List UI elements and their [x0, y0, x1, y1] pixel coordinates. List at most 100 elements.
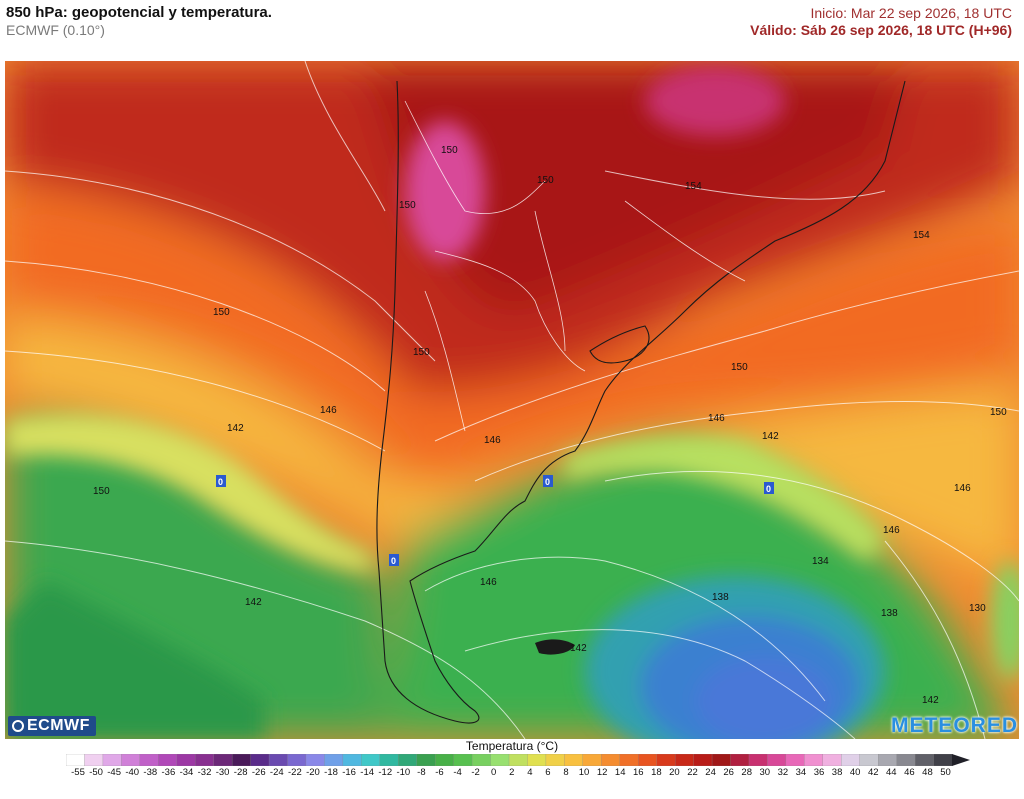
legend-swatch [435, 754, 455, 766]
legend-swatch [416, 754, 436, 766]
contour-label: 146 [484, 435, 501, 446]
weather-map[interactable]: 150 150 150 154 154 150 150 150 146 142 … [5, 61, 1019, 739]
contour-label: 142 [762, 431, 779, 442]
legend-swatch [379, 754, 399, 766]
legend-tick-label: 14 [614, 767, 626, 778]
legend-swatch [859, 754, 879, 766]
legend-colorbar [66, 754, 970, 766]
legend-tick-label: 26 [723, 767, 734, 778]
legend-swatch [287, 754, 307, 766]
legend-swatch [527, 754, 547, 766]
legend-tick-label: -14 [360, 767, 375, 778]
legend-tick-label: -2 [471, 767, 480, 778]
legend-swatch [841, 754, 861, 766]
legend-tick-label: 34 [795, 767, 807, 778]
legend-tick-label: -45 [107, 767, 122, 778]
legend-tick-label: -20 [306, 767, 320, 778]
legend-tick-label: 20 [669, 767, 680, 778]
legend-swatch [767, 754, 787, 766]
legend-tick-label: -28 [233, 767, 248, 778]
legend-tick-label: 10 [578, 767, 590, 778]
legend-tick-label: -24 [269, 767, 284, 778]
legend-tick-label: -6 [435, 767, 444, 778]
zero-mark: 0 [391, 556, 396, 566]
legend-tick-label: 18 [651, 767, 662, 778]
legend-ticks: -55 -50 -45 -40 -38 -36 -34 -32 -30 -28 -26 -24 -22-… [0, 767, 1024, 781]
contour-label: 142 [227, 423, 244, 434]
legend-swatch [139, 754, 159, 766]
legend-swatch [213, 754, 233, 766]
legend-swatch [785, 754, 805, 766]
legend-swatch [231, 754, 252, 766]
geopotential-contours [5, 61, 1019, 739]
legend-tick-label: -4 [453, 767, 462, 778]
header-right: Inicio: Mar 22 sep 2026, 18 UTC Válido: … [750, 4, 1012, 39]
legend-tick-label: -55 [71, 767, 85, 778]
legend-tick-label: -18 [324, 767, 338, 778]
legend-swatch [121, 754, 141, 766]
legend-swatch [471, 754, 492, 766]
legend-tick-label: -32 [197, 767, 212, 778]
legend-tick-label: 30 [759, 767, 771, 778]
contour-label: 142 [922, 695, 939, 706]
legend-overflow-arrow [952, 754, 970, 766]
init-time: Inicio: Mar 22 sep 2026, 18 UTC [810, 5, 1012, 21]
contour-label: 130 [969, 603, 986, 614]
legend-swatch [508, 754, 529, 766]
legend-swatch [268, 754, 289, 766]
legend-swatch [564, 754, 584, 766]
legend-tick-label: 50 [940, 767, 951, 778]
contour-label: 150 [413, 347, 430, 358]
legend-swatch [490, 754, 510, 766]
legend-tick-label: -22 [288, 767, 302, 778]
legend-tick-label: 4 [527, 767, 533, 778]
legend-tick-label: -16 [342, 767, 356, 778]
legend-swatch [66, 754, 86, 766]
legend-tick-label: -34 [179, 767, 194, 778]
contour-label: 150 [990, 407, 1007, 418]
legend-tick-label: 44 [886, 767, 897, 778]
legend-swatch [914, 754, 935, 766]
legend-tick-label: -38 [143, 767, 158, 778]
contour-label: 150 [93, 486, 110, 497]
legend-swatch [748, 754, 769, 766]
legend-swatch [176, 754, 196, 766]
legend-swatch [158, 754, 178, 766]
legend-tick-label: 38 [831, 767, 843, 778]
legend-swatch [601, 754, 621, 766]
contour-label: 150 [441, 145, 458, 156]
legend-swatch [453, 754, 473, 766]
coastlines [376, 80, 906, 724]
legend-swatch [619, 754, 639, 766]
legend-swatch [693, 754, 713, 766]
legend-swatch [656, 754, 676, 766]
borders [404, 100, 746, 432]
legend-tick-label: 48 [922, 767, 933, 778]
legend-tick-label: -50 [89, 767, 103, 778]
legend-tick-label: 12 [596, 767, 608, 778]
legend-swatch [933, 754, 953, 766]
contour-labels: 150 150 150 154 154 150 150 150 146 142 … [93, 145, 1007, 706]
legend-swatch [342, 754, 362, 766]
legend-swatch [878, 754, 898, 766]
contour-label: 150 [731, 362, 748, 373]
contour-label: 146 [320, 405, 337, 416]
legend-tick-label: 32 [777, 767, 789, 778]
zero-markers: 0 0 0 0 [216, 475, 774, 566]
header-left: 850 hPa: geopotencial y temperatura. ECM… [6, 4, 272, 39]
contour-label: 146 [954, 483, 971, 494]
contour-label: 146 [480, 577, 497, 588]
contour-label: 150 [537, 175, 554, 186]
valid-time: Válido: Sáb 26 sep 2026, 18 UTC (H+96) [750, 22, 1012, 38]
map-canvas: 150 150 150 154 154 150 150 150 146 142 … [5, 61, 1019, 739]
legend-swatch [638, 754, 658, 766]
legend-swatch [305, 754, 326, 766]
contour-label: 138 [712, 592, 729, 603]
contour-label: 154 [685, 181, 702, 192]
legend-tick-label: -36 [161, 767, 176, 778]
legend-tick-label: 6 [545, 767, 551, 778]
legend-tick-label: 24 [705, 767, 716, 778]
contour-label: 154 [913, 230, 930, 241]
legend-tick-label: 8 [563, 767, 569, 778]
legend-tick-label: 36 [813, 767, 825, 778]
